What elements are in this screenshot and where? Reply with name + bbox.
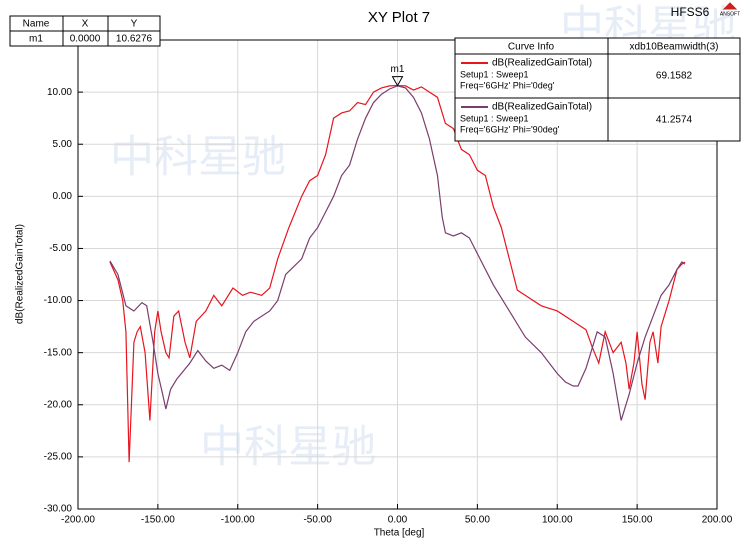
series-line bbox=[109, 84, 686, 463]
y-tick-label: -25.00 bbox=[44, 452, 73, 463]
y-tick-label: -10.00 bbox=[44, 295, 73, 306]
y-tick-label: -5.00 bbox=[49, 243, 72, 254]
marker-label: m1 bbox=[391, 64, 405, 75]
y-tick-label: 10.00 bbox=[47, 87, 72, 98]
watermark: 中科星驰 bbox=[110, 133, 286, 182]
legend: Curve Info xdb10Beamwidth(3) bbox=[454, 37, 741, 142]
legend-frame bbox=[454, 37, 741, 142]
legend-name: dB(RealizedGainTotal) bbox=[492, 102, 592, 113]
y-tick-label: -30.00 bbox=[44, 504, 73, 515]
watermarks: 中科星驰 中科星驰 中科星驰 bbox=[110, 3, 736, 472]
y-axis-label: dB(RealizedGainTotal) bbox=[15, 224, 26, 324]
x-tick-label: 50.00 bbox=[465, 515, 490, 526]
legend-name: dB(RealizedGainTotal) bbox=[492, 58, 592, 69]
y-tick-label: 5.00 bbox=[53, 139, 73, 150]
legend-freq: Freq='6GHz' Phi='90deg' bbox=[460, 124, 560, 134]
cell: m1 bbox=[29, 34, 43, 45]
brand: HFSS6 bbox=[671, 5, 710, 19]
logo: ANSOFT bbox=[720, 11, 740, 17]
legend-freq: Freq='6GHz' Phi='0deg' bbox=[460, 80, 555, 90]
x-tick-label: -50.00 bbox=[303, 515, 332, 526]
cell: 0.0000 bbox=[70, 34, 101, 45]
legend-setup: Setup1 : Sweep1 bbox=[460, 113, 529, 123]
x-axis-label: Theta [deg] bbox=[374, 528, 425, 539]
y-tick-label: -20.00 bbox=[44, 399, 73, 410]
x-tick-label: -100.00 bbox=[221, 515, 255, 526]
x-tick-label: 0.00 bbox=[388, 515, 408, 526]
y-tick-label: -15.00 bbox=[44, 347, 73, 358]
watermark: 中科星驰 bbox=[200, 423, 376, 472]
legend-value: 69.1582 bbox=[656, 71, 693, 82]
header: Name bbox=[23, 19, 50, 30]
legend-value: 41.2574 bbox=[656, 115, 693, 126]
header: Y bbox=[131, 19, 138, 30]
x-tick-label: 200.00 bbox=[702, 515, 733, 526]
marker-table: Name X Y m1 0.0000 10.6276 bbox=[9, 15, 161, 47]
logo-icon bbox=[722, 2, 738, 10]
legend-setup: Setup1 : Sweep1 bbox=[460, 69, 529, 79]
x-tick-label: -200.00 bbox=[61, 515, 95, 526]
series-line bbox=[109, 85, 686, 421]
x-tick-label: -150.00 bbox=[141, 515, 175, 526]
x-tick-label: 150.00 bbox=[622, 515, 653, 526]
legend-header: Curve Info bbox=[508, 42, 555, 53]
cell: 10.6276 bbox=[116, 34, 153, 45]
header: X bbox=[82, 19, 89, 30]
marker bbox=[391, 76, 404, 87]
legend-header: xdb10Beamwidth(3) bbox=[630, 42, 719, 53]
y-tick-label: 0.00 bbox=[53, 191, 73, 202]
x-tick-label: 100.00 bbox=[542, 515, 573, 526]
lines bbox=[109, 84, 686, 463]
chart-title: XY Plot 7 bbox=[368, 9, 430, 26]
